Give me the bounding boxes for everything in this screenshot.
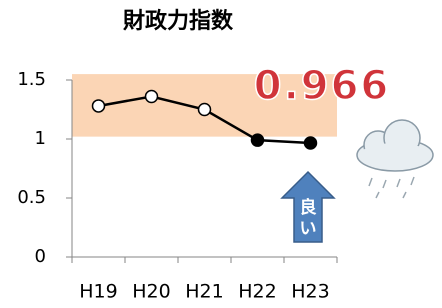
- chart-title: 財政力指数: [123, 8, 234, 34]
- y-tick-label: 0.5: [17, 187, 46, 208]
- value-annotation: 0.966: [254, 63, 391, 109]
- cloud-icon: [357, 120, 433, 198]
- point: [199, 104, 211, 116]
- chart: 財政力指数 0 0.5 1 1.5 H19 H20 H21 H22 H23 0.966 良い: [0, 0, 442, 308]
- point: [146, 91, 158, 103]
- y-tick-label: 1.5: [17, 69, 46, 90]
- arrow-label: い: [300, 219, 317, 239]
- y-tick-label: 1: [35, 128, 46, 149]
- point: [305, 137, 317, 149]
- x-tick-label: H21: [185, 281, 223, 303]
- point: [93, 100, 105, 112]
- x-tick-label: H20: [132, 281, 170, 303]
- x-tick-label: H19: [79, 281, 117, 303]
- x-tick-label: H22: [238, 281, 276, 303]
- y-tick-label: 0: [35, 246, 46, 267]
- arrow-label: 良: [300, 197, 317, 218]
- x-tick-label: H23: [291, 281, 329, 303]
- point: [252, 134, 264, 146]
